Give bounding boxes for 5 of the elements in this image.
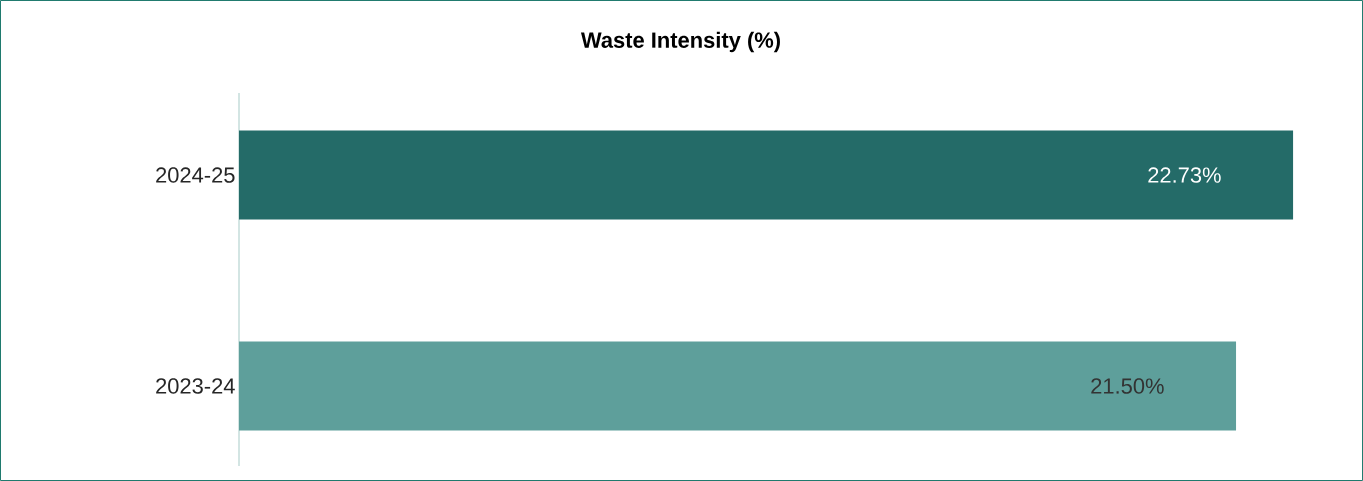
y-tick-label: 2024-25 bbox=[156, 167, 235, 183]
y-tick-label: 2023-24 bbox=[156, 378, 235, 394]
data-label: 21.50% bbox=[1091, 378, 1164, 394]
data-label: 22.73% bbox=[1148, 167, 1221, 183]
chart-title: Waste Intensity (%) bbox=[580, 31, 780, 53]
